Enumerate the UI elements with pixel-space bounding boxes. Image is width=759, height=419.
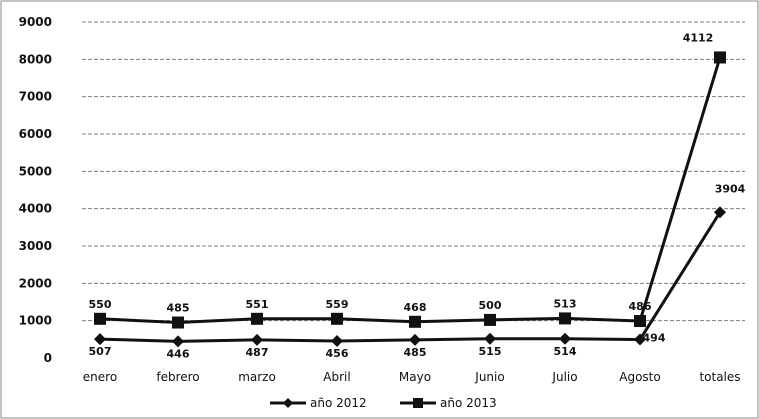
data-point xyxy=(559,332,571,345)
x-tick-label: Abril xyxy=(323,370,350,384)
data-point xyxy=(484,313,496,326)
x-tick-label: Agosto xyxy=(619,370,660,384)
x-tick-label: Mayo xyxy=(399,370,431,384)
legend: año 2012 año 2013 xyxy=(270,396,497,410)
data-point xyxy=(714,206,726,219)
data-label: 513 xyxy=(554,297,577,310)
data-point xyxy=(714,51,726,64)
data-point xyxy=(94,333,106,346)
data-point xyxy=(409,333,421,346)
data-point xyxy=(94,312,106,325)
x-tick-label: enero xyxy=(83,370,117,384)
data-label: 507 xyxy=(89,345,112,358)
y-tick-label: 1000 xyxy=(19,314,52,328)
data-point xyxy=(559,312,571,325)
data-point xyxy=(634,315,646,328)
legend-label: año 2012 xyxy=(310,396,367,410)
data-label: 551 xyxy=(246,298,269,311)
y-tick-label: 7000 xyxy=(19,90,52,104)
data-point xyxy=(251,333,263,346)
y-tick-label: 4000 xyxy=(19,202,52,216)
x-tick-label: Julio xyxy=(551,370,577,384)
data-label: 500 xyxy=(479,299,502,312)
legend-label: año 2013 xyxy=(440,396,497,410)
y-tick-label: 6000 xyxy=(19,127,52,141)
data-point xyxy=(331,312,343,325)
data-label: 494 xyxy=(643,332,666,345)
data-label: 486 xyxy=(629,300,652,313)
y-tick-label: 8000 xyxy=(19,52,52,66)
data-label: 456 xyxy=(326,347,349,360)
x-tick-label: Junio xyxy=(474,370,504,384)
y-tick-label: 0 xyxy=(44,351,52,365)
data-point xyxy=(634,333,646,346)
gridlines xyxy=(82,21,745,322)
y-tick-label: 2000 xyxy=(19,276,52,290)
data-point xyxy=(172,335,184,348)
data-label: 468 xyxy=(404,301,427,314)
x-tick-label: marzo xyxy=(238,370,276,384)
data-label: 3904 xyxy=(715,182,746,195)
x-tick-label: febrero xyxy=(156,370,199,384)
data-label: 446 xyxy=(167,347,190,360)
data-point xyxy=(251,312,263,325)
y-tick-label: 9000 xyxy=(19,15,52,29)
data-label: 550 xyxy=(89,298,112,311)
y-axis-ticks: 0 1000 2000 3000 4000 5000 6000 7000 8000 9000 xyxy=(19,15,52,365)
data-label: 515 xyxy=(479,345,502,358)
x-axis-ticks: enero febrero marzo Abril Mayo Junio Julio Agos… xyxy=(83,370,741,384)
data-point xyxy=(484,332,496,345)
legend-marker xyxy=(283,398,293,408)
data-point xyxy=(172,316,184,329)
series-line-2 xyxy=(99,57,722,325)
series-group: 507 446 487 456 485 515 514 494 3904 550 485 551 559… xyxy=(89,31,746,360)
y-tick-label: 5000 xyxy=(19,164,52,178)
data-label: 4112 xyxy=(683,31,714,44)
legend-marker xyxy=(413,398,423,408)
data-label: 487 xyxy=(246,346,269,359)
y-tick-label: 3000 xyxy=(19,239,52,253)
data-label: 514 xyxy=(554,345,577,358)
data-label: 559 xyxy=(326,298,349,311)
data-label: 485 xyxy=(404,346,427,359)
data-point xyxy=(331,334,343,347)
data-point xyxy=(409,315,421,328)
data-label: 485 xyxy=(167,302,190,315)
x-tick-label: totales xyxy=(699,370,740,384)
